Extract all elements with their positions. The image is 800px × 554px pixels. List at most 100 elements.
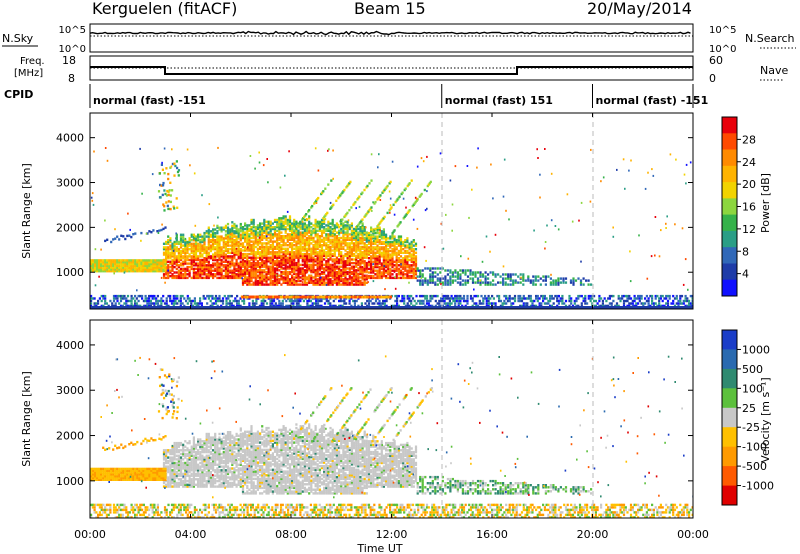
power-cell — [244, 272, 247, 276]
power-cell — [436, 294, 439, 298]
power-cell — [241, 235, 245, 238]
power-cell — [624, 187, 626, 190]
power-cell — [380, 251, 383, 254]
power-cell — [402, 271, 405, 274]
power-cell — [640, 302, 643, 305]
power-cell — [310, 233, 313, 236]
power-cell — [184, 258, 187, 262]
power-cell — [403, 302, 406, 305]
power-cell — [305, 276, 309, 279]
power-cell — [408, 242, 411, 245]
power-cell — [216, 251, 219, 254]
power-cell — [345, 302, 348, 305]
power-cell — [457, 304, 460, 308]
power-cell — [363, 281, 366, 284]
power-cell — [273, 231, 277, 234]
power-cell — [429, 273, 432, 276]
power-cell — [346, 235, 349, 238]
power-cell — [104, 266, 107, 269]
power-cell — [250, 267, 253, 270]
power-cell — [318, 267, 321, 270]
power-cell — [261, 252, 264, 256]
power-cell — [192, 253, 195, 256]
power-cell — [350, 261, 353, 265]
power-cell — [312, 240, 315, 243]
power-cell — [201, 260, 204, 263]
power-cell — [104, 262, 107, 266]
power-cell — [529, 299, 532, 303]
power-cell — [543, 302, 546, 305]
power-cell — [395, 251, 398, 254]
power-cell — [352, 245, 356, 249]
power-cell — [90, 264, 93, 267]
power-cell — [106, 270, 109, 273]
power-cell — [278, 256, 281, 259]
power-cell — [459, 283, 462, 286]
power-cell — [350, 242, 353, 245]
power-cell — [489, 297, 492, 300]
power-cell — [550, 219, 553, 222]
power-cell — [119, 299, 123, 303]
power-cell — [353, 302, 356, 305]
power-cell — [265, 254, 268, 258]
power-cell — [346, 267, 349, 270]
power-cell — [295, 233, 298, 236]
power-cell — [190, 267, 193, 271]
power-cell — [385, 249, 388, 253]
power-cell — [494, 273, 497, 276]
power-cell — [484, 294, 487, 298]
power-cell — [342, 272, 345, 276]
power-cell — [288, 270, 292, 274]
power-cell — [456, 281, 459, 284]
power-cell — [658, 255, 661, 258]
power-cell — [441, 299, 444, 303]
power-cell — [355, 247, 358, 250]
power-cell — [218, 242, 221, 245]
power-cell — [355, 276, 358, 279]
power-cell — [459, 299, 462, 303]
power-cell — [303, 226, 306, 229]
power-cell — [212, 228, 215, 231]
power-cell — [263, 270, 266, 274]
power-cell — [393, 253, 396, 256]
power-cell — [385, 260, 388, 263]
power-cell — [112, 299, 116, 303]
power-cell — [329, 222, 332, 225]
power-cell — [598, 297, 601, 300]
power-cell — [199, 242, 202, 245]
power-cell — [273, 272, 277, 276]
power-cell — [264, 299, 267, 303]
power-cell — [322, 190, 325, 193]
power-cell — [297, 245, 300, 249]
power-cell — [605, 304, 608, 308]
power-cell — [269, 279, 272, 283]
power-cell — [252, 252, 255, 256]
power-cell — [385, 239, 388, 242]
power-cell — [459, 281, 462, 284]
power-cell — [203, 240, 206, 244]
power-cell — [355, 249, 358, 252]
power-cell — [393, 239, 396, 242]
power-cell — [229, 265, 232, 269]
power-cell — [549, 281, 552, 284]
power-cell — [104, 147, 107, 149]
power-cell — [212, 240, 215, 244]
power-cell — [236, 294, 239, 298]
power-cell — [142, 304, 145, 308]
power-cell — [197, 255, 200, 258]
power-cell — [214, 294, 218, 298]
power-cell — [502, 273, 505, 276]
power-cell — [527, 275, 530, 278]
power-cell — [338, 265, 341, 268]
power-cell — [308, 222, 311, 225]
power-cell — [312, 263, 315, 267]
power-cell — [638, 297, 641, 300]
power-cell — [271, 254, 274, 258]
power-cell — [209, 255, 212, 258]
power-cell — [305, 224, 309, 227]
power-cell — [261, 254, 264, 258]
power-cell — [125, 297, 128, 300]
power-cell — [303, 222, 306, 225]
power-cell — [203, 237, 206, 240]
power-cell — [522, 297, 525, 300]
